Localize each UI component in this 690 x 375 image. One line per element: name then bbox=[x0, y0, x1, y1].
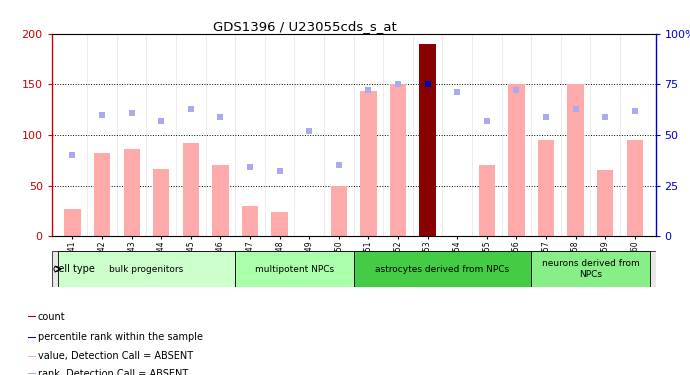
Bar bbox=[597, 170, 613, 236]
Bar bbox=[509, 84, 524, 236]
Bar bbox=[242, 206, 258, 236]
Bar bbox=[28, 316, 37, 317]
Bar bbox=[235, 251, 354, 287]
Text: neurons derived from
NPCs: neurons derived from NPCs bbox=[542, 260, 639, 279]
Text: count: count bbox=[37, 312, 65, 321]
Text: astrocytes derived from NPCs: astrocytes derived from NPCs bbox=[375, 265, 509, 274]
Bar bbox=[28, 337, 37, 338]
Text: multipotent NPCs: multipotent NPCs bbox=[255, 265, 334, 274]
Bar bbox=[153, 170, 169, 236]
Bar bbox=[28, 356, 37, 357]
Text: cell type: cell type bbox=[53, 264, 95, 274]
Bar bbox=[360, 92, 377, 236]
Bar bbox=[353, 251, 531, 287]
Text: value, Detection Call = ABSENT: value, Detection Call = ABSENT bbox=[37, 351, 193, 361]
Bar bbox=[390, 84, 406, 236]
Text: bulk progenitors: bulk progenitors bbox=[109, 265, 184, 274]
Bar bbox=[531, 251, 649, 287]
Bar bbox=[627, 140, 643, 236]
Title: GDS1396 / U23055cds_s_at: GDS1396 / U23055cds_s_at bbox=[213, 20, 397, 33]
Text: percentile rank within the sample: percentile rank within the sample bbox=[37, 333, 203, 342]
Bar bbox=[331, 186, 347, 236]
Bar bbox=[64, 209, 81, 236]
Bar bbox=[58, 251, 235, 287]
Bar bbox=[479, 165, 495, 236]
Bar bbox=[567, 84, 584, 236]
Bar bbox=[183, 143, 199, 236]
Bar bbox=[124, 149, 140, 236]
Bar bbox=[213, 165, 228, 236]
Bar bbox=[538, 140, 554, 236]
Bar bbox=[94, 153, 110, 236]
Bar bbox=[28, 373, 37, 374]
Bar bbox=[271, 212, 288, 236]
Bar bbox=[420, 44, 436, 236]
Text: rank, Detection Call = ABSENT: rank, Detection Call = ABSENT bbox=[37, 369, 188, 375]
